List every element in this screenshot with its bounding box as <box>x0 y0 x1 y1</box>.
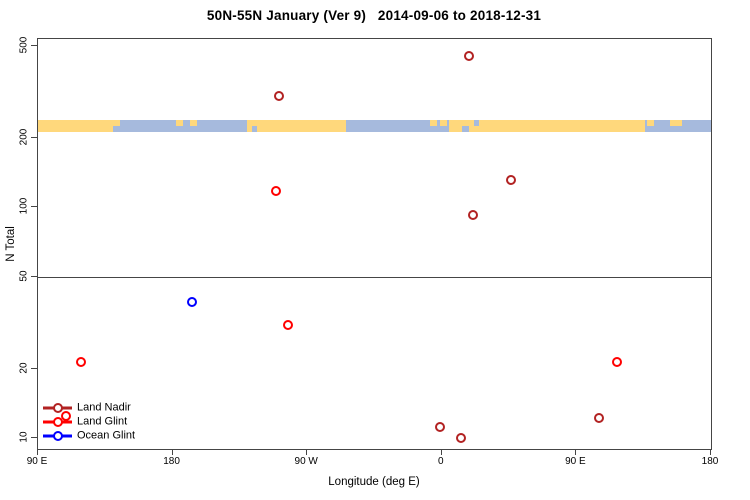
y-tick <box>31 436 37 438</box>
data-point-land-glint <box>61 410 72 421</box>
data-point-land-glint <box>611 357 622 368</box>
y-tick-label: 10 <box>18 431 30 443</box>
map-strip <box>38 119 711 132</box>
y-tick <box>31 275 37 277</box>
data-point-land-nadir <box>435 421 446 432</box>
legend-marker <box>52 403 63 413</box>
strip-ocean-patch <box>461 125 469 132</box>
strip-land-segment <box>448 119 646 132</box>
y-tick-label: 200 <box>18 128 30 146</box>
y-tick-label: 20 <box>18 361 30 374</box>
x-tick-label: 90 E <box>26 456 48 467</box>
y-tick-label: 100 <box>18 197 30 215</box>
legend-label: Land Nadir <box>77 401 131 414</box>
legend-label: Ocean Glint <box>77 429 136 442</box>
x-tick-label: 90 W <box>294 456 318 467</box>
strip-land-segment <box>38 119 113 132</box>
data-point-land-nadir <box>505 175 516 186</box>
strip-ocean-patch <box>252 125 258 132</box>
strip-land-patch <box>647 119 654 126</box>
y-tick-label: 50 <box>18 270 30 282</box>
data-point-land-nadir <box>593 413 604 424</box>
x-tick-label: 0 <box>438 456 444 467</box>
x-tick <box>37 450 38 455</box>
x-tick-label: 90 E <box>565 456 586 467</box>
strip-land-patch <box>175 119 184 126</box>
y-tick <box>31 136 37 138</box>
data-point-land-nadir <box>463 51 474 62</box>
y-tick <box>31 367 37 369</box>
x-tick-label: 180 <box>701 456 719 467</box>
data-point-land-glint <box>282 319 293 330</box>
legend-label: Land Glint <box>77 415 128 428</box>
x-tick-label: 180 <box>163 456 180 467</box>
y-tick <box>31 206 37 208</box>
x-tick <box>440 450 442 455</box>
x-axis-label: Longitude (deg E) <box>328 476 420 488</box>
data-point-land-nadir <box>456 432 467 443</box>
data-point-land-nadir <box>273 91 284 102</box>
legend-marker <box>52 431 63 441</box>
y-tick <box>31 45 37 46</box>
x-tick <box>710 450 711 455</box>
chart-title: 50N-55N January (Ver 9) 2014-09-06 to 20… <box>206 8 542 23</box>
data-point-land-nadir <box>468 209 479 220</box>
plot-area <box>37 38 712 450</box>
strip-land-patch <box>440 119 448 126</box>
y-axis-label: N Total <box>5 226 17 262</box>
x-tick <box>575 450 577 455</box>
legend-marker <box>52 417 63 427</box>
y-tick-label: 500 <box>18 36 30 54</box>
data-point-ocean-glint <box>187 296 198 307</box>
strip-ocean-patch <box>474 119 480 126</box>
x-tick <box>306 450 308 455</box>
x-tick <box>171 450 173 455</box>
strip-land-patch <box>190 119 197 126</box>
strip-land-segment <box>247 119 346 132</box>
strip-land-patch <box>430 119 438 126</box>
strip-land-patch <box>107 119 121 126</box>
data-point-land-glint <box>270 185 281 196</box>
strip-land-patch <box>669 119 683 126</box>
reference-line-50 <box>38 276 711 278</box>
data-point-land-glint <box>76 357 87 368</box>
